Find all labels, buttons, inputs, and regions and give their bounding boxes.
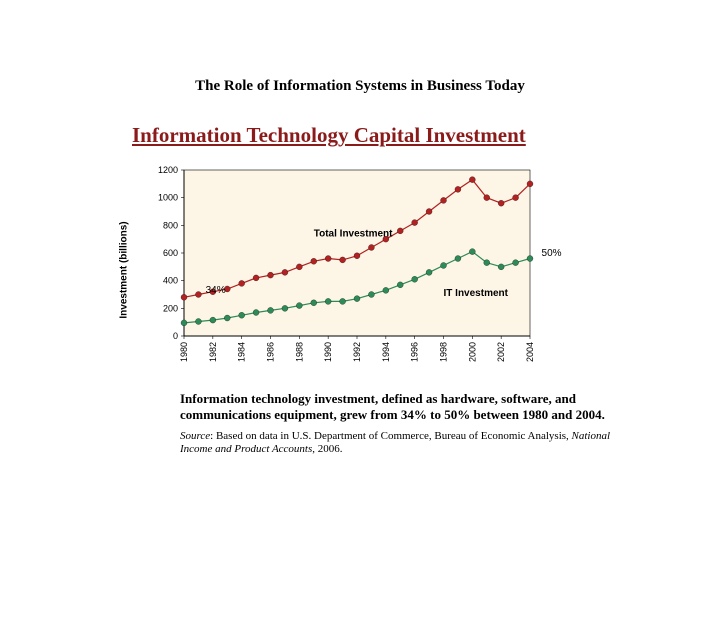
source-text-1: : Based on data in U.S. Department of Co… [210, 430, 571, 442]
source-line: Source: Based on data in U.S. Department… [180, 430, 620, 458]
svg-text:2002: 2002 [496, 342, 506, 362]
svg-text:400: 400 [163, 276, 178, 286]
svg-text:1986: 1986 [266, 342, 276, 362]
svg-text:1200: 1200 [158, 165, 178, 175]
svg-text:IT Investment: IT Investment [444, 288, 509, 299]
svg-text:2000: 2000 [467, 342, 477, 362]
chart-title: Information Technology Capital Investmen… [132, 123, 720, 148]
caption-text: Information technology investment, defin… [180, 391, 620, 424]
svg-text:200: 200 [163, 303, 178, 313]
svg-text:1980: 1980 [179, 342, 189, 362]
svg-text:1992: 1992 [352, 342, 362, 362]
investment-chart: 0 200 400 600 800 1000 1200 1980 1982 1984 1986 198… [150, 162, 570, 372]
svg-text:1990: 1990 [323, 342, 333, 362]
section-title: The Role of Information Systems in Busin… [0, 78, 720, 95]
svg-text:800: 800 [163, 220, 178, 230]
svg-text:Total Investment: Total Investment [314, 228, 393, 239]
svg-text:1996: 1996 [410, 342, 420, 362]
y-axis-label: Investment (billions) [119, 221, 130, 318]
source-label: Source [180, 430, 210, 442]
chart-container: Investment (billions) 020040060080010001… [150, 162, 720, 377]
svg-text:0: 0 [173, 331, 178, 341]
svg-text:1988: 1988 [294, 342, 304, 362]
svg-text:600: 600 [163, 248, 178, 258]
source-text-2: , 2006. [312, 443, 342, 455]
page: The Role of Information Systems in Busin… [0, 78, 720, 618]
svg-text:1994: 1994 [381, 342, 391, 362]
svg-text:34%: 34% [206, 285, 226, 296]
svg-text:1984: 1984 [237, 342, 247, 362]
svg-text:50%: 50% [542, 248, 562, 259]
svg-text:1000: 1000 [158, 193, 178, 203]
svg-text:2004: 2004 [525, 342, 535, 362]
svg-text:1982: 1982 [208, 342, 218, 362]
svg-text:1998: 1998 [439, 342, 449, 362]
